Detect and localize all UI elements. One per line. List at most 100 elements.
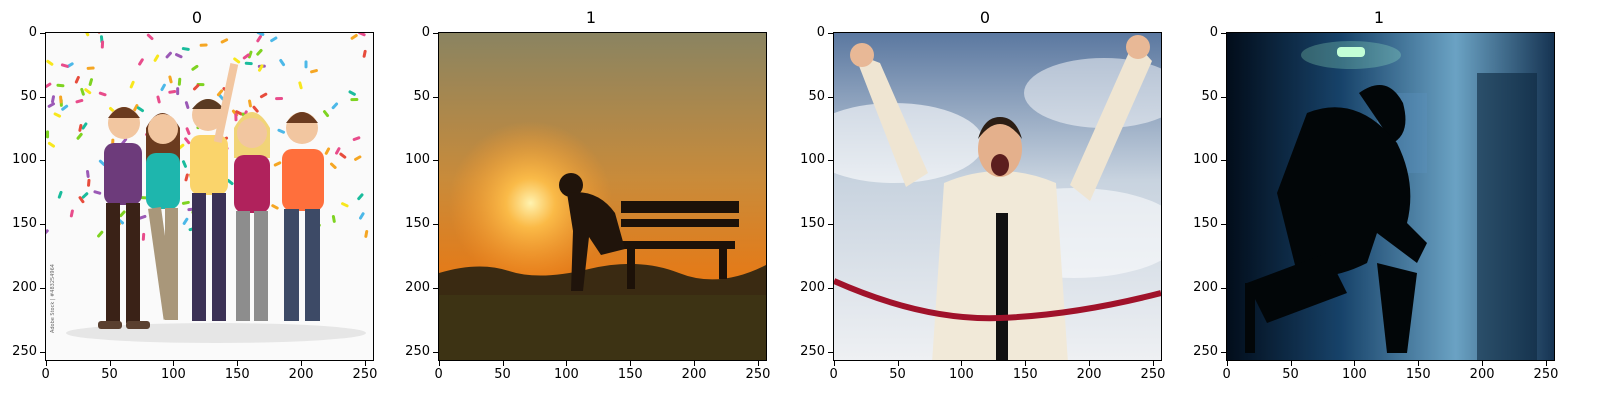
x-tick-label: 150 [224, 367, 250, 382]
x-tick-mark [1354, 361, 1356, 366]
image-panel-1: 0 [0, 0, 394, 403]
y-tick-label: 150 [800, 216, 825, 232]
confetti-piece [252, 105, 259, 113]
y-tick-mark [1221, 96, 1226, 98]
bench-silhouette [607, 201, 739, 289]
confetti-piece [277, 128, 286, 134]
confetti-piece [256, 35, 262, 43]
confetti-piece [86, 170, 90, 178]
image-panel-2: 1 [394, 0, 788, 403]
panel-title: 0 [191, 8, 203, 27]
confetti-piece [97, 230, 104, 238]
x-tick-label: 100 [553, 367, 579, 382]
y-tick-mark [1221, 288, 1226, 290]
x-tick-mark [833, 361, 835, 366]
panel-title: 1 [1373, 8, 1385, 27]
confetti-piece [129, 80, 135, 89]
confetti-piece [233, 57, 241, 64]
confetti-piece [78, 196, 85, 204]
confetti-piece [199, 43, 208, 47]
confetti-piece [84, 88, 92, 95]
confetti-piece [350, 98, 359, 102]
y-tick-mark [433, 160, 438, 162]
y-tick-mark [40, 32, 45, 34]
confetti-piece [146, 33, 154, 41]
x-tick-label: 100 [948, 367, 974, 382]
confetti-piece [87, 178, 91, 187]
x-tick-label: 0 [1222, 367, 1231, 382]
y-tick-label: 100 [405, 152, 430, 168]
y-tick-label: 0 [816, 24, 825, 40]
x-tick-label: 200 [288, 367, 314, 382]
y-tick-label: 250 [800, 343, 825, 359]
confetti-piece [98, 91, 107, 97]
confetti-piece [354, 155, 362, 161]
x-tick-label: 250 [1140, 367, 1166, 382]
y-tick-mark [1221, 224, 1226, 226]
sunset-bench-image [439, 33, 766, 360]
confetti-piece [184, 101, 190, 109]
confetti-piece [270, 36, 278, 43]
x-tick-label: 0 [434, 367, 443, 382]
confetti-piece [98, 159, 106, 167]
confetti-piece [184, 173, 189, 182]
confetti-piece [220, 38, 229, 44]
confetti-piece [181, 47, 190, 51]
confetti-piece [256, 48, 263, 56]
y-tick-mark [828, 351, 833, 353]
confetti-piece [177, 77, 182, 86]
confetti-piece [358, 33, 366, 37]
image-area [438, 32, 767, 361]
x-tick-mark [237, 361, 239, 366]
x-tick-label: 100 [1341, 367, 1367, 382]
x-tick-mark [502, 361, 504, 366]
confetti-piece [165, 51, 172, 59]
confetti-piece [156, 95, 161, 104]
confetti-piece [138, 58, 144, 66]
x-tick-label: 50 [1282, 367, 1299, 382]
confetti-piece [359, 212, 365, 220]
confetti-piece [235, 110, 243, 116]
person-silhouette [559, 173, 625, 291]
confetti-piece [61, 104, 69, 111]
panel-title: 0 [979, 8, 991, 27]
confetti-piece [362, 49, 367, 58]
person-figure [190, 63, 239, 321]
y-tick-label: 150 [12, 216, 37, 232]
confetti-piece [153, 54, 160, 62]
confetti-piece [47, 102, 56, 108]
celebrating-group-image [46, 33, 373, 360]
confetti-piece [216, 89, 224, 97]
confetti-piece [364, 229, 369, 238]
confetti-piece [80, 87, 85, 96]
confetti-piece [329, 162, 337, 169]
x-tick-mark [566, 361, 568, 366]
x-tick-mark [1025, 361, 1027, 366]
y-tick-mark [433, 288, 438, 290]
x-tick-mark [1226, 361, 1228, 366]
x-tick-label: 250 [1533, 367, 1559, 382]
y-tick-label: 200 [800, 280, 825, 296]
x-tick-label: 200 [1469, 367, 1495, 382]
panel-title: 1 [585, 8, 597, 27]
confetti-piece [256, 33, 265, 36]
y-tick-label: 0 [421, 24, 430, 40]
confetti-piece [181, 160, 187, 168]
confetti-piece [53, 112, 62, 118]
y-tick-mark [40, 160, 45, 162]
confetti-piece [352, 136, 361, 142]
confetti-piece [242, 53, 250, 60]
y-tick-label: 50 [413, 88, 430, 104]
x-tick-label: 150 [617, 367, 643, 382]
y-tick-mark [40, 96, 45, 98]
x-tick-label: 50 [494, 367, 511, 382]
x-tick-mark [301, 361, 303, 366]
confetti-piece [81, 122, 88, 130]
person-silhouette [1245, 85, 1427, 353]
x-tick-mark [438, 361, 440, 366]
confetti-piece [175, 53, 183, 59]
confetti-piece [304, 60, 308, 69]
y-tick-mark [828, 288, 833, 290]
confetti-piece [244, 61, 253, 66]
x-tick-label: 200 [681, 367, 707, 382]
